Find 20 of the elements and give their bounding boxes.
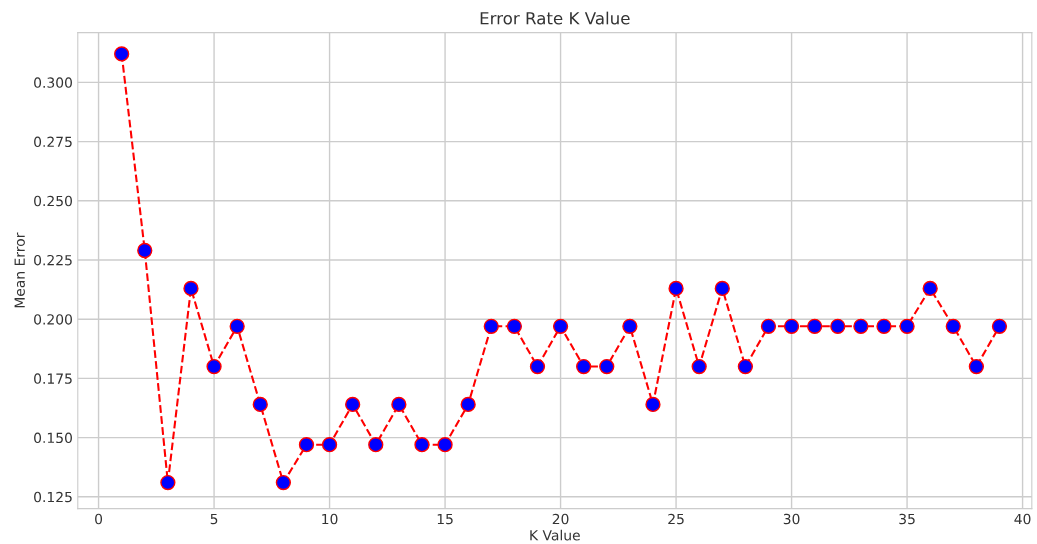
y-tick-label: 0.125 (34, 491, 72, 503)
x-tick-label: 30 (783, 513, 800, 525)
y-tick-label: 0.300 (34, 77, 72, 88)
x-tick-label: 15 (437, 513, 453, 525)
x-tick-label: 10 (322, 513, 338, 525)
y-tick-label: 0.150 (34, 432, 72, 444)
y-tick-label: 0.225 (34, 254, 72, 266)
x-tick-label: 0 (95, 513, 103, 525)
y-tick-label: 0.275 (34, 136, 72, 148)
y-tick-label: 0.250 (34, 195, 72, 207)
x-tick-label: 25 (668, 513, 684, 525)
chart-title: Error Rate K Value (480, 11, 630, 25)
y-tick-label: 0.200 (34, 314, 72, 325)
y-axis-title: Mean Error (14, 232, 25, 308)
x-tick-label: 35 (899, 513, 915, 525)
y-tick-label: 0.175 (34, 373, 72, 384)
x-tick-label: 40 (1014, 513, 1031, 525)
x-tick-label: 5 (210, 513, 218, 525)
x-tick-label: 20 (552, 513, 569, 525)
x-axis-title: K Value (530, 529, 580, 541)
